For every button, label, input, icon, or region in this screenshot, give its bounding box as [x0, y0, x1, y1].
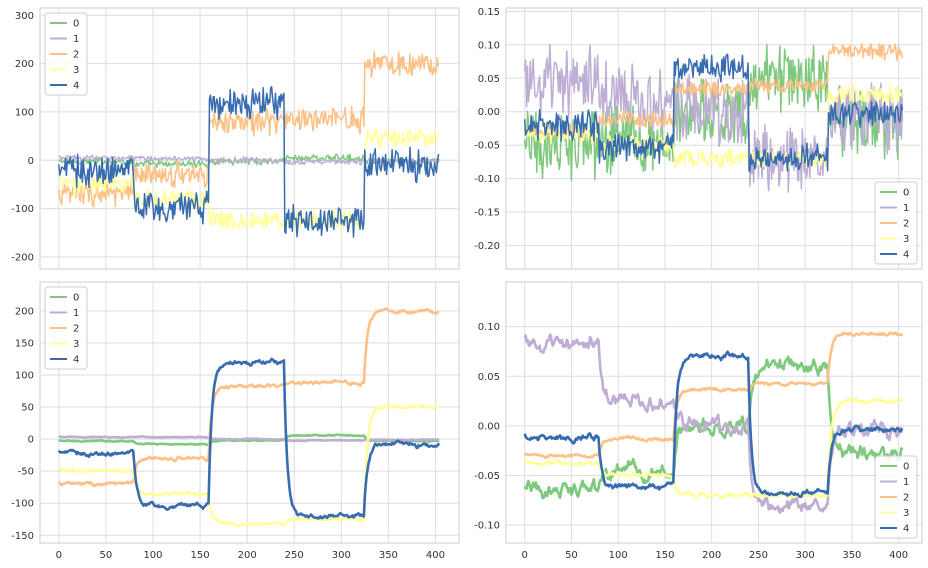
legend-label-2: 2 — [903, 219, 909, 230]
x-tick-label: 350 — [842, 550, 861, 561]
x-tick-label: 0 — [522, 550, 528, 561]
legend-label-0: 0 — [73, 19, 79, 30]
y-tick-label: -0.15 — [474, 208, 500, 219]
legend-label-1: 1 — [73, 308, 79, 319]
y-tick-label: 100 — [15, 107, 34, 118]
legend: 0 1 2 3 4 — [874, 455, 918, 539]
legend-label-0: 0 — [73, 293, 79, 304]
chart-panel-3: -0.10-0.050.000.050.100 50 100 150 200 250 300… — [474, 281, 923, 561]
y-tick-label: 0.00 — [478, 421, 500, 432]
series-line-1 — [523, 333, 904, 515]
y-tick-label: -100 — [11, 204, 34, 215]
x-tick-label: 350 — [379, 550, 398, 561]
y-tick-label: -0.05 — [474, 471, 500, 482]
x-tick-label: 250 — [285, 550, 304, 561]
x-tick-label: 150 — [655, 550, 674, 561]
y-tick-label: -0.10 — [474, 521, 500, 532]
legend-label-4: 4 — [73, 81, 79, 92]
legend-label-3: 3 — [903, 508, 909, 519]
series-line-4 — [57, 357, 441, 520]
y-tick-label: -200 — [11, 252, 34, 263]
y-tick-label: 100 — [15, 370, 34, 381]
y-tick-label: 50 — [21, 403, 34, 414]
legend: 0 1 2 3 4 — [44, 286, 88, 370]
y-tick-label: -50 — [18, 467, 34, 478]
x-tick-label: 200 — [238, 550, 257, 561]
x-tick-label: 200 — [702, 550, 721, 561]
legend-label-4: 4 — [73, 355, 79, 366]
chart-panel-1: -0.20 -0.15 -0.10 -0.05 0.00 0.05 0.10 0.15 0 1 2 3… — [474, 7, 923, 270]
y-tick-label: 0.05 — [478, 372, 500, 383]
series-line-0 — [58, 433, 440, 447]
legend-label-2: 2 — [73, 50, 79, 61]
plot-area — [505, 281, 923, 544]
chart-panel-0: -200 -100 0 100 200 300 0 1 2 3 4 — [11, 7, 460, 270]
plot-area — [505, 7, 923, 270]
y-tick-label: 0.10 — [478, 40, 500, 51]
y-tick-label: 0.00 — [478, 107, 500, 118]
x-tick-label: 50 — [565, 550, 578, 561]
series-line-1 — [58, 435, 440, 443]
y-tick-label: 200 — [15, 306, 34, 317]
x-tick-label: 0 — [56, 550, 62, 561]
y-tick-label: -0.10 — [474, 174, 500, 185]
y-tick-label: 0 — [28, 156, 34, 167]
series-line-3 — [524, 83, 904, 169]
series-line-3 — [58, 127, 440, 232]
legend-label-1: 1 — [903, 477, 909, 488]
series-line-2 — [58, 51, 440, 208]
x-tick-label: 300 — [332, 550, 351, 561]
y-tick-label: 150 — [15, 338, 34, 349]
x-tick-label: 100 — [609, 550, 628, 561]
legend-label-4: 4 — [903, 250, 909, 261]
x-tick-label: 400 — [426, 550, 445, 561]
y-tick-label: -100 — [11, 499, 34, 510]
y-tick-label: 0.10 — [478, 322, 500, 333]
legend-label-3: 3 — [73, 65, 79, 76]
plot-area — [39, 281, 460, 544]
legend-label-4: 4 — [903, 524, 909, 535]
y-tick-label: -0.05 — [474, 141, 500, 152]
x-tick-label: 50 — [100, 550, 113, 561]
legend-label-3: 3 — [73, 339, 79, 350]
legend-label-2: 2 — [73, 324, 79, 335]
y-tick-label: 0 — [28, 435, 34, 446]
series-line-1 — [523, 43, 904, 193]
legend-label-1: 1 — [903, 203, 909, 214]
x-tick-label: 250 — [749, 550, 768, 561]
series-line-0 — [523, 355, 904, 500]
y-tick-label: 0.05 — [478, 74, 500, 85]
series-line-2 — [57, 307, 440, 488]
y-tick-label: 0.15 — [478, 7, 500, 18]
legend-label-2: 2 — [903, 493, 909, 504]
x-tick-label: 400 — [889, 550, 908, 561]
y-tick-label: 300 — [15, 11, 34, 22]
legend-label-1: 1 — [73, 34, 79, 45]
x-tick-label: 100 — [143, 550, 162, 561]
y-tick-label: 200 — [15, 59, 34, 70]
legend-label-0: 0 — [903, 462, 909, 473]
series-line-4 — [58, 85, 440, 238]
y-tick-label: -0.20 — [474, 241, 500, 252]
series-line-2 — [523, 331, 904, 460]
series-line-3 — [524, 397, 903, 500]
y-tick-label: -150 — [11, 531, 34, 542]
legend-label-3: 3 — [903, 234, 909, 245]
series-line-4 — [523, 350, 903, 499]
legend: 0 1 2 3 4 — [44, 12, 88, 96]
legend-label-0: 0 — [903, 188, 909, 199]
x-tick-label: 150 — [191, 550, 210, 561]
series-line-3 — [58, 403, 440, 528]
series-line-4 — [523, 53, 904, 173]
x-tick-label: 300 — [796, 550, 815, 561]
legend: 0 1 2 3 4 — [874, 181, 918, 265]
